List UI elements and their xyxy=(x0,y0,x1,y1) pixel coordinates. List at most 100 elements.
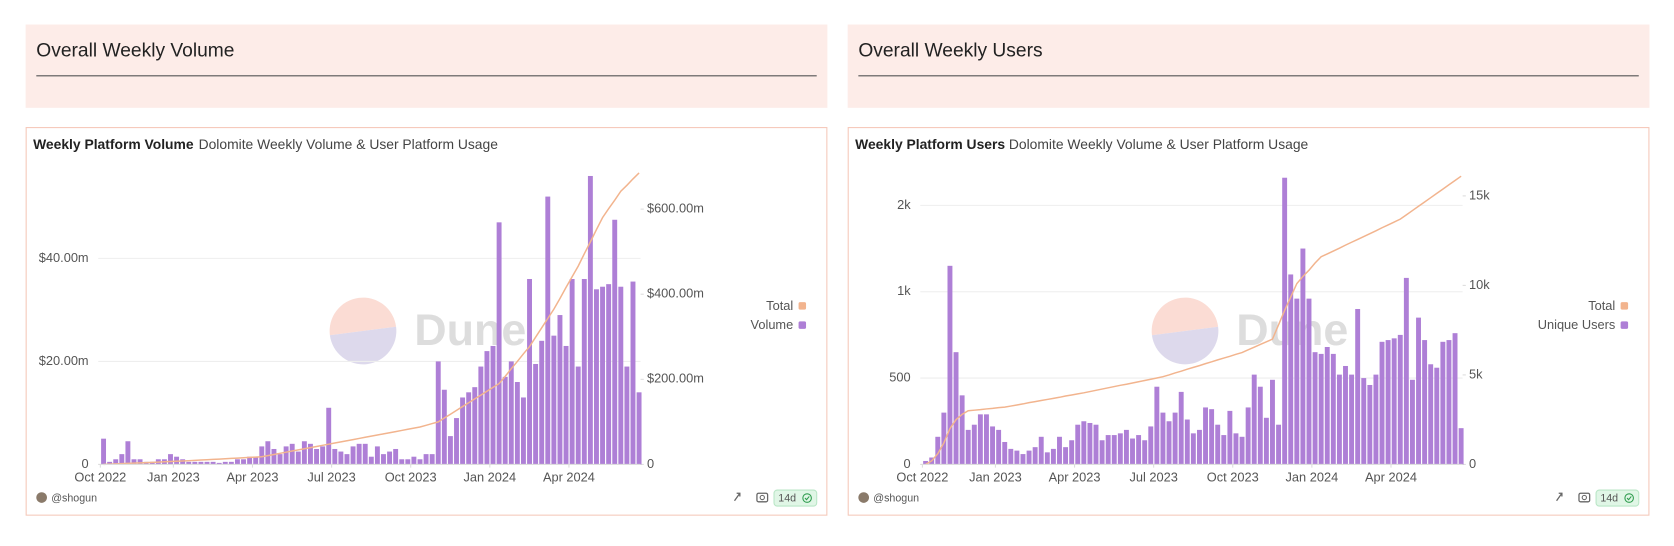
bar xyxy=(1221,435,1227,465)
camera-lens xyxy=(759,494,765,501)
bar xyxy=(149,461,155,465)
bar xyxy=(1057,436,1062,465)
x-tick-label: Apr 2023 xyxy=(1049,470,1101,485)
bar xyxy=(210,461,216,465)
chart-title: Weekly Platform Volume xyxy=(33,136,194,152)
bar xyxy=(1136,435,1142,465)
bar xyxy=(405,459,411,465)
y-tick-label: 500 xyxy=(889,369,910,384)
watermark-logo xyxy=(1151,297,1219,336)
bar xyxy=(466,392,472,465)
x-tick-label: Jan 2023 xyxy=(969,470,1022,485)
bar xyxy=(338,451,344,465)
bar xyxy=(557,315,563,465)
avatar xyxy=(858,492,870,503)
bar xyxy=(1324,346,1330,465)
bar xyxy=(581,278,587,465)
bar xyxy=(435,361,441,465)
chart-card xyxy=(25,127,828,516)
chart-title: Weekly Platform Users xyxy=(855,136,1005,152)
bar xyxy=(539,340,545,465)
bar xyxy=(308,443,313,465)
bar xyxy=(478,366,484,465)
bar xyxy=(514,382,520,465)
bar xyxy=(399,459,405,465)
watermark-logo xyxy=(329,326,397,365)
bar xyxy=(1111,435,1117,465)
legend-label: Volume xyxy=(751,317,794,332)
bar xyxy=(320,446,326,465)
bar xyxy=(1452,333,1458,465)
bar xyxy=(1367,384,1373,465)
header-panel xyxy=(847,24,1650,108)
bar xyxy=(569,278,575,465)
y2-tick-label: 5k xyxy=(1469,366,1483,381)
legend-label: Total xyxy=(766,298,793,313)
bar xyxy=(1300,248,1306,465)
bar xyxy=(484,351,490,465)
bar xyxy=(387,451,393,465)
bar xyxy=(216,462,222,465)
bar xyxy=(1428,364,1434,465)
bar xyxy=(234,459,240,465)
bar xyxy=(344,454,350,465)
bar xyxy=(594,289,599,465)
y2-tick-label: 0 xyxy=(1469,456,1476,471)
bar xyxy=(1215,424,1221,465)
bar xyxy=(247,456,253,465)
bar xyxy=(941,412,947,465)
bar xyxy=(1355,308,1361,465)
bar xyxy=(545,196,551,465)
bar xyxy=(563,345,569,465)
bar xyxy=(1385,340,1391,465)
camera-icon xyxy=(756,492,769,503)
y-tick-label: $40.00m xyxy=(39,250,89,265)
chart-subtitle: Dolomite Weekly Volume & User Platform U… xyxy=(1009,136,1309,152)
bar xyxy=(1117,433,1123,465)
badge-check-mark xyxy=(804,496,810,501)
bar xyxy=(1397,334,1403,465)
bar xyxy=(1038,436,1044,465)
bar xyxy=(192,461,198,465)
bar xyxy=(350,446,356,465)
bar xyxy=(1288,274,1294,465)
bar xyxy=(101,438,107,465)
bar xyxy=(283,446,289,465)
camera-icon xyxy=(1578,492,1591,503)
bar xyxy=(1257,386,1263,465)
x-tick-label: Jul 2023 xyxy=(1129,470,1177,485)
bar xyxy=(417,459,423,465)
bar xyxy=(1032,447,1038,465)
bar xyxy=(1446,340,1452,465)
bar xyxy=(277,454,283,465)
bar xyxy=(168,454,173,465)
bar xyxy=(1014,450,1020,465)
bar xyxy=(1336,374,1342,465)
author: @shogun xyxy=(51,492,97,504)
bar xyxy=(326,407,332,465)
y2-tick-label: $600.00m xyxy=(647,201,704,216)
x-tick-label: Oct 2023 xyxy=(385,470,437,485)
bar xyxy=(1123,429,1129,465)
bar xyxy=(228,461,234,465)
bar xyxy=(1105,435,1111,465)
bar xyxy=(971,424,977,465)
y2-tick-label: $400.00m xyxy=(647,286,704,301)
bar xyxy=(1087,422,1093,465)
bar xyxy=(356,443,362,465)
bar xyxy=(1422,340,1428,465)
bar xyxy=(953,352,959,465)
bar xyxy=(460,397,466,465)
bar xyxy=(1020,454,1026,465)
badge-label: 14d xyxy=(778,492,796,504)
y-tick-label: $20.00m xyxy=(39,353,89,368)
bar xyxy=(1002,441,1008,465)
legend-label: Total xyxy=(1588,298,1615,313)
bar xyxy=(1416,317,1421,465)
y2-tick-label: 10k xyxy=(1469,277,1490,292)
x-tick-label: Jan 2024 xyxy=(1286,470,1339,485)
bar xyxy=(1318,353,1324,465)
bar xyxy=(612,219,618,465)
bar xyxy=(520,397,526,465)
